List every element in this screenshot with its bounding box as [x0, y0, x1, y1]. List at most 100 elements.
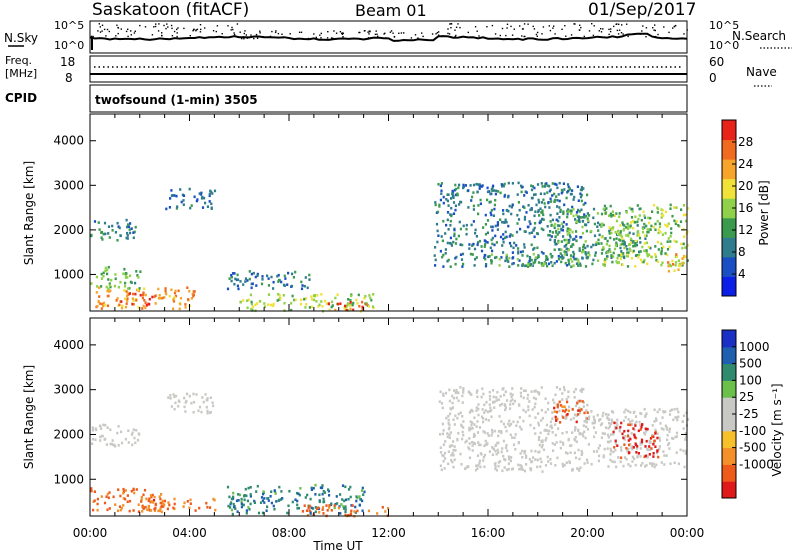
power-cell: [572, 250, 575, 254]
velocity-cell: [567, 395, 570, 399]
velocity-cell: [124, 497, 127, 501]
velocity-cell: [131, 431, 134, 435]
power-cell: [638, 253, 641, 257]
power-cell: [536, 256, 539, 260]
power-cell: [537, 261, 541, 264]
power-cell: [605, 242, 608, 246]
velocity-cell: [573, 429, 577, 432]
velocity-cell: [577, 413, 580, 416]
velocity-cell: [593, 435, 596, 439]
power-cell: [654, 222, 657, 226]
velocity-cell: [384, 510, 387, 513]
power-cell: [124, 273, 127, 277]
velocity-cell: [525, 454, 528, 458]
power-cell: [491, 242, 494, 246]
velocity-cell: [192, 400, 196, 404]
power-cell: [263, 305, 267, 308]
velocity-cell: [544, 397, 547, 400]
velocity-cell: [90, 487, 93, 490]
power-cell: [349, 299, 352, 302]
velocity-cell: [626, 434, 630, 438]
power-cell: [597, 259, 600, 262]
power-cell: [611, 228, 614, 231]
velocity-cell: [488, 398, 492, 401]
nsearch-point: [176, 35, 178, 38]
power-cell: [554, 235, 557, 239]
nsearch-point: [327, 31, 329, 33]
velocity-cell: [563, 410, 566, 413]
velocity-cell: [511, 436, 514, 439]
velocity-cell: [666, 438, 669, 442]
velocity-cell: [632, 427, 635, 430]
power-colorbar-segment: [722, 237, 736, 258]
power-cell: [576, 185, 579, 188]
power-cell: [184, 306, 187, 309]
power-cell: [595, 241, 598, 244]
power-cell: [632, 232, 635, 236]
power-cell: [484, 257, 487, 261]
power-cell: [548, 234, 551, 237]
power-cell: [317, 305, 320, 308]
power-cell: [122, 272, 125, 276]
power-cell: [643, 214, 646, 217]
power-cell: [634, 215, 637, 219]
power-cell: [620, 253, 623, 256]
power-cell: [230, 274, 233, 277]
velocity-cell: [243, 498, 246, 502]
power-cell: [604, 257, 607, 261]
power-cell: [184, 303, 187, 306]
power-cell: [132, 299, 135, 302]
power-cell: [578, 247, 581, 250]
nsearch-point: [536, 35, 538, 37]
power-cell: [650, 224, 653, 228]
velocity-cell: [599, 423, 602, 427]
velocity-cell: [518, 416, 521, 419]
velocity-cell: [330, 509, 333, 512]
power-cell: [347, 298, 350, 301]
power-cell: [489, 200, 492, 204]
velocity-cell: [662, 428, 665, 431]
power-cell: [631, 241, 634, 244]
velocity-cell: [267, 497, 270, 500]
velocity-cell: [212, 497, 215, 501]
power-cell: [267, 293, 271, 296]
velocity-cell: [468, 456, 472, 460]
power-cell: [545, 258, 548, 261]
velocity-cell: [624, 434, 627, 438]
nsearch-point: [274, 31, 277, 34]
power-cell: [582, 187, 585, 190]
power-cell: [611, 260, 614, 264]
velocity-cell: [232, 502, 235, 506]
velocity-cell: [534, 389, 537, 392]
velocity-cell: [355, 499, 358, 503]
power-cell: [605, 257, 608, 260]
nsearch-point: [241, 37, 243, 40]
power-cell: [517, 251, 520, 255]
power-cell: [251, 305, 254, 309]
velocity-cell: [634, 422, 637, 426]
power-cell: [555, 195, 558, 198]
velocity-cell: [512, 402, 515, 406]
velocity-cell: [158, 495, 161, 498]
power-cell: [566, 215, 569, 219]
velocity-cell: [91, 426, 94, 429]
velocity-cell: [544, 464, 548, 467]
power-cell: [107, 265, 110, 269]
station-title: Saskatoon (fitACF): [92, 0, 249, 20]
power-cell: [137, 306, 140, 309]
power-cell: [625, 254, 628, 258]
power-cell: [625, 234, 628, 237]
nsearch-point: [435, 33, 437, 35]
power-cell: [563, 253, 567, 256]
velocity-cell: [334, 502, 337, 506]
velocity-cell: [263, 501, 266, 504]
velocity-cell: [684, 431, 687, 435]
velocity-cell: [653, 439, 656, 443]
velocity-cell: [644, 415, 647, 418]
velocity-cell: [529, 423, 532, 427]
power-cell: [490, 259, 493, 262]
power-cell: [277, 292, 280, 296]
velocity-ytick-label: 3000: [53, 383, 84, 397]
velocity-cell: [328, 504, 331, 507]
